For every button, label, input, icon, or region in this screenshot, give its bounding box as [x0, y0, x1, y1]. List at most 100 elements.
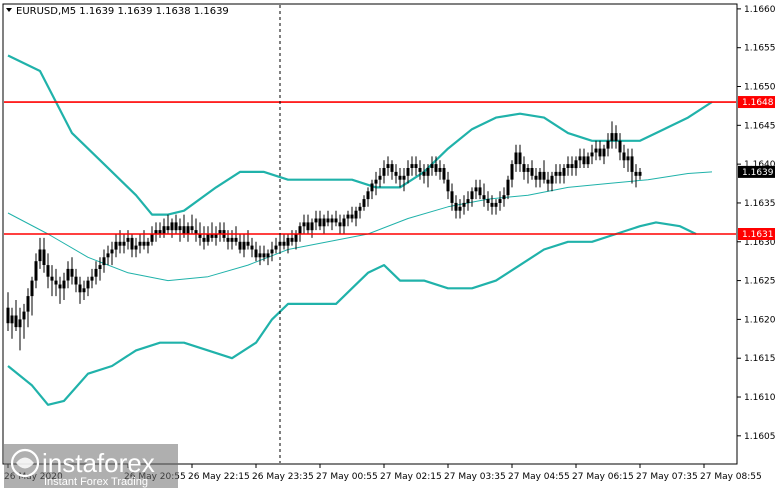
candle-body — [630, 156, 634, 172]
candle-body — [146, 241, 150, 246]
candle-body — [442, 168, 446, 180]
candle — [334, 210, 338, 227]
candle — [582, 148, 586, 168]
candle-body — [422, 171, 426, 176]
candle-body — [138, 241, 142, 246]
candle-body — [486, 199, 490, 203]
candle-body — [266, 253, 270, 258]
chevron-down-icon[interactable] — [6, 8, 12, 12]
candle-body — [6, 307, 10, 324]
candle-body — [110, 249, 114, 254]
candle-body — [190, 226, 194, 231]
candles — [6, 121, 642, 351]
logo-tagline: Instant Forex Trading — [44, 476, 148, 488]
candle — [570, 156, 574, 176]
candle — [350, 206, 354, 223]
candle-body — [506, 179, 510, 196]
candle — [514, 144, 518, 172]
candle — [78, 276, 82, 304]
candle-body — [314, 218, 318, 223]
candle — [302, 214, 306, 234]
candle-body — [258, 253, 262, 258]
candle — [550, 171, 554, 192]
candle-body — [382, 168, 386, 176]
candle-body — [578, 156, 582, 161]
level-price-tag — [738, 96, 775, 109]
candle — [542, 160, 546, 184]
logo-mark-inner-icon — [16, 457, 34, 469]
candle — [250, 237, 254, 258]
candle — [610, 121, 614, 149]
candle-body — [50, 276, 54, 281]
candle — [470, 187, 474, 207]
candle-body — [598, 148, 602, 157]
candle — [70, 257, 74, 285]
candle — [458, 199, 462, 219]
x-tick-label: 27 May 08:55 — [700, 472, 762, 482]
candle — [270, 241, 274, 262]
candle — [494, 199, 498, 215]
candle — [330, 214, 334, 231]
candle-body — [246, 241, 250, 246]
candle-body — [322, 218, 326, 227]
candle-body — [54, 280, 58, 285]
candle — [94, 261, 98, 285]
candle-body — [410, 164, 414, 168]
candle — [522, 156, 526, 180]
candle-body — [514, 152, 518, 165]
candle — [338, 214, 342, 234]
candle — [346, 210, 350, 227]
candle-body — [58, 284, 62, 289]
candle-body — [546, 179, 550, 184]
candle-body — [462, 202, 466, 207]
candle — [218, 222, 222, 242]
candle-body — [454, 202, 458, 211]
candle — [254, 241, 258, 262]
candle-body — [602, 148, 606, 157]
candle-body — [158, 230, 162, 234]
candle — [538, 168, 542, 188]
candle-body — [490, 202, 494, 207]
candle-body — [594, 148, 598, 153]
candle — [214, 226, 218, 246]
candle-body — [38, 249, 42, 262]
y-tick-label: 1.1655 — [744, 44, 776, 54]
candle — [14, 300, 18, 331]
candle-body — [214, 234, 218, 238]
candle — [278, 234, 282, 254]
candle — [622, 144, 626, 168]
candle — [238, 234, 242, 254]
candle-body — [482, 195, 486, 200]
candle-body — [230, 237, 234, 242]
candle-body — [174, 222, 178, 231]
candle — [322, 214, 326, 234]
candle — [506, 175, 510, 200]
candle — [42, 237, 46, 273]
candle-body — [622, 152, 626, 161]
candle-body — [470, 191, 474, 200]
candle — [578, 148, 582, 168]
candle-body — [626, 156, 630, 161]
plot-frame — [2, 3, 738, 465]
candle-body — [338, 222, 342, 227]
candle-body — [98, 265, 102, 269]
candle-body — [66, 268, 70, 281]
candle — [454, 195, 458, 219]
candle-body — [570, 164, 574, 168]
candle — [434, 156, 438, 176]
candle-body — [358, 206, 362, 211]
candle — [466, 191, 470, 211]
y-tick-label: 1.1630 — [744, 238, 776, 248]
candle — [490, 195, 494, 215]
candle — [98, 257, 102, 281]
candle — [390, 160, 394, 180]
candle-body — [34, 261, 38, 281]
candle — [374, 171, 378, 196]
candle-body — [290, 237, 294, 242]
candle-body — [614, 133, 618, 141]
candle-body — [534, 175, 538, 180]
candle — [178, 218, 182, 242]
current-price-tag — [738, 165, 775, 178]
candle — [426, 164, 430, 188]
